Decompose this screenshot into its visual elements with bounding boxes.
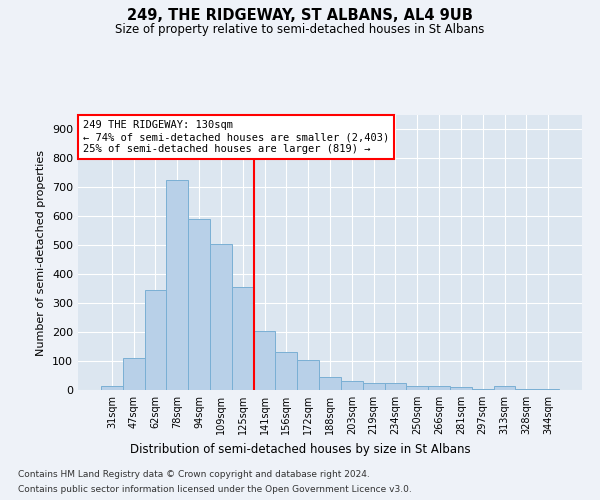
Bar <box>188 219 210 390</box>
Bar <box>254 330 275 390</box>
Text: Contains HM Land Registry data © Crown copyright and database right 2024.: Contains HM Land Registry data © Crown c… <box>18 470 370 479</box>
Bar <box>145 290 166 390</box>
Text: Distribution of semi-detached houses by size in St Albans: Distribution of semi-detached houses by … <box>130 442 470 456</box>
Bar <box>341 382 363 390</box>
Bar <box>537 388 559 390</box>
Text: Contains public sector information licensed under the Open Government Licence v3: Contains public sector information licen… <box>18 485 412 494</box>
Bar <box>363 383 385 390</box>
Bar <box>450 387 472 390</box>
Bar <box>275 352 297 390</box>
Bar <box>494 386 515 390</box>
Bar <box>515 388 537 390</box>
Bar <box>385 383 406 390</box>
Bar <box>101 386 123 390</box>
Bar <box>428 386 450 390</box>
Bar <box>210 244 232 390</box>
Bar <box>406 386 428 390</box>
Bar <box>319 377 341 390</box>
Text: 249 THE RIDGEWAY: 130sqm
← 74% of semi-detached houses are smaller (2,403)
25% o: 249 THE RIDGEWAY: 130sqm ← 74% of semi-d… <box>83 120 389 154</box>
Bar <box>232 287 254 390</box>
Bar <box>297 360 319 390</box>
Bar <box>166 180 188 390</box>
Text: Size of property relative to semi-detached houses in St Albans: Size of property relative to semi-detach… <box>115 22 485 36</box>
Bar <box>472 388 494 390</box>
Y-axis label: Number of semi-detached properties: Number of semi-detached properties <box>37 150 46 356</box>
Text: 249, THE RIDGEWAY, ST ALBANS, AL4 9UB: 249, THE RIDGEWAY, ST ALBANS, AL4 9UB <box>127 8 473 22</box>
Bar <box>123 358 145 390</box>
